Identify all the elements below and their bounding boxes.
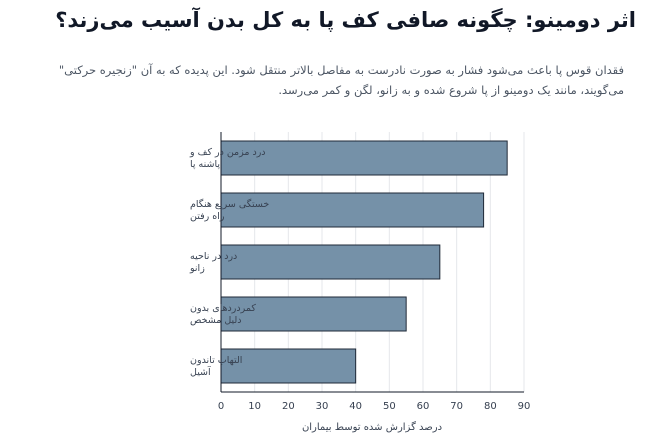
x-tick-label: 90 [518,401,531,412]
category-label: خستگی سریع هنگام [190,198,269,210]
category-label: دلیل مشخص [190,315,242,326]
page-subtitle: فقدان قوس پا باعث می‌شود فشار به صورت نا… [58,63,624,97]
x-tick-label: 70 [450,401,463,412]
x-tick-label: 50 [383,401,396,412]
category-label: پاشنه پا [190,159,220,170]
bar [220,140,508,176]
category-label: راه رفتن [190,211,225,222]
axes [220,132,524,393]
x-tick-label: 80 [484,401,497,412]
x-tick-label: 60 [417,401,430,412]
bar [220,244,441,280]
category-label: درد در ناحیه [190,251,237,262]
x-tick-label: 20 [282,401,295,412]
category-label: زانو [189,263,205,274]
bars [220,140,508,384]
bar [220,296,407,332]
x-tick-label: 10 [248,401,261,412]
x-tick-label: 40 [349,401,362,412]
category-label: التهاب تاندون [190,355,242,366]
x-tick-label: 30 [316,401,329,412]
x-tick-label: 0 [218,401,224,412]
bar [220,348,357,384]
category-label: درد مزمن در کف و [189,147,266,158]
x-axis-label: درصد گزارش شده توسط بیماران [302,421,442,433]
category-label: آشیل [190,365,211,378]
x-tick-labels: 0 10 20 30 40 50 60 70 80 90 [218,401,531,412]
category-label: کمردردهای بدون [190,303,256,314]
page-title: اثر دومینو: چگونه صافی کف پا به کل بدن آ… [55,8,636,32]
